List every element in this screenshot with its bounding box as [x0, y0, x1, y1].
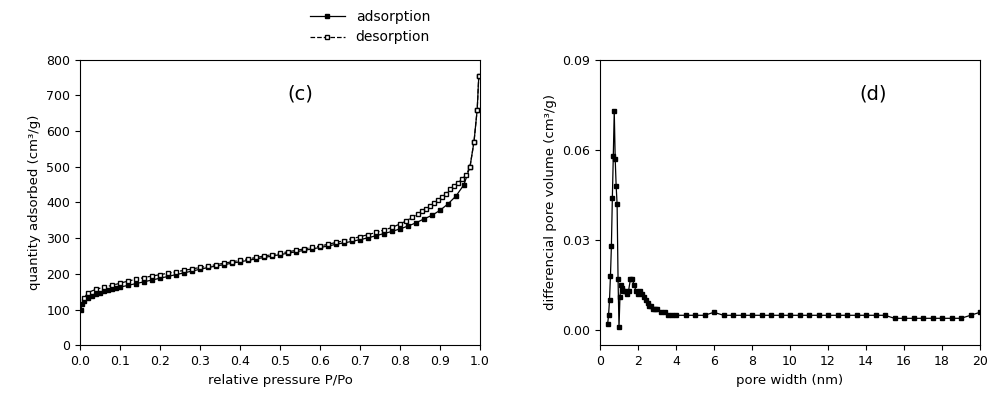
desorption: [436, 195, 448, 200]
Legend: adsorption, desorption: adsorption, desorption: [304, 4, 436, 50]
adsorption: [473, 73, 485, 78]
desorption: [250, 255, 262, 260]
desorption: [386, 225, 398, 230]
desorption: [394, 222, 406, 226]
X-axis label: relative pressure P/Po: relative pressure P/Po: [208, 374, 352, 387]
adsorption: [78, 299, 90, 303]
desorption: [416, 209, 428, 214]
adsorption: [94, 290, 106, 295]
desorption: [406, 215, 418, 220]
desorption: [78, 296, 90, 301]
adsorption: [362, 235, 374, 240]
Y-axis label: differencial pore volume (cm³/g): differencial pore volume (cm³/g): [544, 94, 557, 310]
adsorption: [146, 278, 158, 282]
Text: (c): (c): [287, 84, 313, 103]
Y-axis label: quantity adsorbed (cm³/g): quantity adsorbed (cm³/g): [28, 115, 41, 290]
adsorption: [266, 254, 278, 258]
Line: adsorption: adsorption: [78, 73, 481, 312]
adsorption: [106, 287, 118, 292]
Line: desorption: desorption: [82, 73, 481, 301]
Text: (d): (d): [860, 84, 887, 103]
X-axis label: pore width (nm): pore width (nm): [736, 374, 844, 387]
adsorption: [75, 307, 87, 312]
desorption: [473, 73, 485, 78]
